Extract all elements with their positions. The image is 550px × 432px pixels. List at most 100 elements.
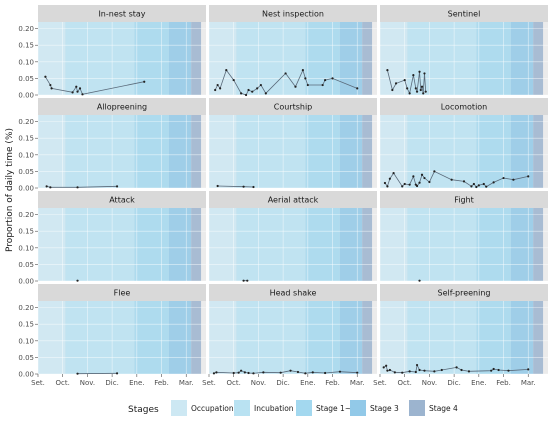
stage-band	[38, 22, 66, 95]
stage-band	[510, 301, 534, 374]
stage-band	[510, 22, 534, 95]
x-tick-label: Oct.	[56, 379, 70, 387]
data-point	[408, 92, 411, 95]
x-tick-label: Set.	[31, 379, 45, 387]
data-point	[420, 173, 424, 176]
x-tick-label: Ene.	[129, 379, 144, 387]
data-point	[433, 170, 436, 173]
stage-band	[476, 208, 511, 281]
legend-title: Stages	[128, 405, 159, 415]
facet-strip	[209, 284, 377, 301]
facet-title: Attack	[109, 196, 135, 205]
data-point	[225, 69, 228, 72]
facet-strip	[209, 98, 377, 115]
data-point	[512, 178, 515, 181]
panel-fight: Fight	[379, 191, 548, 282]
facet-title: Fight	[454, 196, 474, 205]
data-point	[251, 90, 254, 93]
stage-band	[339, 208, 363, 281]
data-point	[44, 75, 47, 78]
data-point	[76, 279, 79, 282]
x-tick-label: Set.	[373, 379, 387, 387]
facet-title: Sentinel	[448, 10, 481, 19]
stage-band	[168, 115, 192, 188]
y-tick-label: 0.05	[18, 168, 34, 176]
stage-band	[362, 22, 373, 95]
stage-band	[339, 22, 363, 95]
data-point	[472, 182, 475, 186]
data-point	[215, 371, 218, 374]
y-tick-label: 0.15	[18, 321, 34, 329]
stage-band	[168, 208, 192, 281]
facet-strip	[380, 5, 548, 22]
data-point	[386, 185, 389, 188]
legend-swatch	[409, 400, 425, 416]
facet-strip	[380, 284, 548, 301]
legend-item: Stage 1~2	[296, 400, 356, 416]
data-point	[420, 85, 424, 88]
stage-band	[191, 208, 202, 281]
data-point	[247, 88, 250, 92]
data-point	[324, 78, 327, 82]
facet-title: Self-preening	[438, 289, 491, 298]
data-point	[401, 185, 404, 188]
panel-self-preening: Self-preening Set. Oct. Nov. Dic. Ene. Feb. Mar…	[373, 284, 548, 387]
x-tick-label: Feb.	[325, 379, 340, 387]
stage-band	[380, 208, 408, 281]
data-point	[78, 87, 82, 90]
stage-band	[191, 301, 202, 374]
data-point	[467, 370, 471, 373]
legend-label: Stage 1~2	[316, 404, 356, 413]
stage-band	[38, 301, 66, 374]
data-point	[75, 85, 78, 88]
data-point	[527, 175, 530, 178]
y-tick-label: 0.15	[18, 228, 34, 236]
stage-band	[65, 208, 135, 281]
stage-band	[362, 208, 373, 281]
data-point	[382, 366, 385, 369]
panel-sentinel: Sentinel	[379, 5, 548, 96]
facet-title: Locomotion	[441, 103, 488, 112]
stage-band	[510, 208, 534, 281]
facet-title: Flee	[114, 289, 131, 298]
data-point	[219, 87, 222, 90]
facet-title: Nest inspection	[262, 10, 324, 19]
stage-band	[38, 208, 66, 281]
data-point	[242, 279, 245, 282]
data-point	[304, 77, 307, 80]
data-point	[507, 369, 510, 372]
data-point	[296, 370, 300, 374]
data-point	[240, 369, 243, 372]
data-point	[232, 78, 235, 82]
data-point	[414, 370, 417, 374]
data-point	[383, 181, 387, 185]
facet-title: Aerial attack	[268, 196, 319, 205]
data-point	[232, 371, 235, 375]
data-point	[492, 181, 495, 184]
y-tick-label: 0.10	[18, 151, 34, 159]
data-point	[497, 368, 500, 372]
data-point	[408, 183, 411, 186]
data-point	[289, 369, 292, 372]
legend-item: Stage 3	[350, 400, 399, 416]
y-tick-label: 0.15	[18, 42, 34, 50]
data-point	[252, 372, 255, 375]
panel-courtship: Courtship	[208, 98, 377, 189]
data-point	[392, 171, 395, 175]
data-point	[422, 92, 425, 95]
data-point	[242, 185, 245, 188]
data-point	[388, 177, 391, 180]
panel-nest-inspection: Nest inspection	[208, 5, 377, 97]
stage-band	[65, 115, 135, 188]
data-point	[502, 176, 505, 180]
stage-band	[533, 22, 544, 95]
facet-strip	[38, 191, 206, 208]
data-point	[455, 366, 458, 369]
data-point	[76, 372, 79, 375]
data-point	[482, 182, 485, 186]
data-point	[243, 371, 246, 374]
stage-band	[305, 301, 340, 374]
stage-band	[305, 22, 340, 95]
data-point	[415, 184, 419, 188]
stage-band	[380, 301, 408, 374]
